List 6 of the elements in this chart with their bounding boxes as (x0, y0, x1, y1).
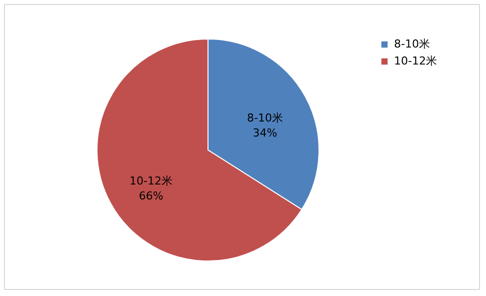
slice-label: 10-12米 (130, 174, 173, 188)
legend-label: 10-12米 (394, 54, 437, 68)
data-label: 66% (138, 189, 164, 202)
legend-label: 8-10米 (394, 38, 430, 50)
slice-label: 8-10米 (246, 112, 283, 125)
data-label: 34% (252, 126, 278, 140)
